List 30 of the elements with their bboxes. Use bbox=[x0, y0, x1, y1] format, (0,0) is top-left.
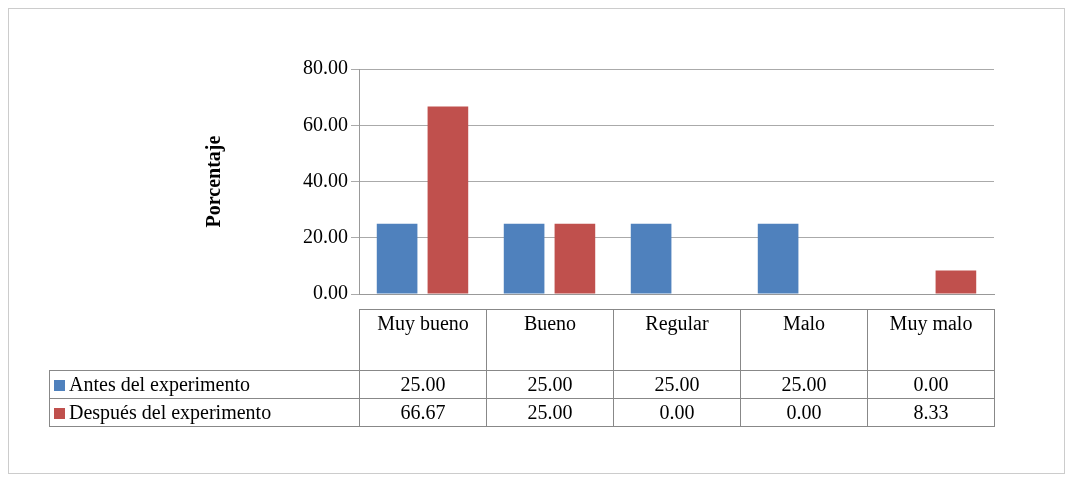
data-label: 25.00 bbox=[486, 398, 614, 427]
data-label: 25.00 bbox=[740, 370, 868, 399]
y-tick-label: 40.00 bbox=[303, 168, 348, 191]
bar bbox=[935, 270, 977, 294]
data-label: 25.00 bbox=[486, 370, 614, 399]
legend-label: Después del experimento bbox=[69, 401, 272, 423]
bar bbox=[757, 223, 799, 294]
data-label: 0.00 bbox=[613, 398, 741, 427]
data-label: 0.00 bbox=[740, 398, 868, 427]
x-tick-label: Muy bueno bbox=[359, 309, 487, 371]
data-label: 0.00 bbox=[867, 370, 995, 399]
data-label: 25.00 bbox=[359, 370, 487, 399]
y-tick-label: 80.00 bbox=[303, 56, 348, 79]
data-label: 66.67 bbox=[359, 398, 487, 427]
legend-label: Antes del experimento bbox=[69, 373, 251, 395]
data-label: 25.00 bbox=[613, 370, 741, 399]
x-tick-label: Muy malo bbox=[867, 309, 995, 371]
y-tick-label: 60.00 bbox=[303, 112, 348, 135]
bar bbox=[376, 223, 418, 294]
bar bbox=[554, 223, 596, 294]
data-label: 8.33 bbox=[867, 398, 995, 427]
bar bbox=[427, 106, 469, 294]
x-tick-label: Malo bbox=[740, 309, 868, 371]
bar bbox=[630, 223, 672, 294]
y-axis-title: Porcentaje bbox=[202, 135, 226, 228]
y-tick-label: 20.00 bbox=[303, 225, 348, 247]
y-tick-label: 0.00 bbox=[313, 281, 348, 304]
x-tick-label: Regular bbox=[613, 309, 741, 371]
bar bbox=[503, 223, 545, 294]
x-tick-label: Bueno bbox=[486, 309, 614, 371]
